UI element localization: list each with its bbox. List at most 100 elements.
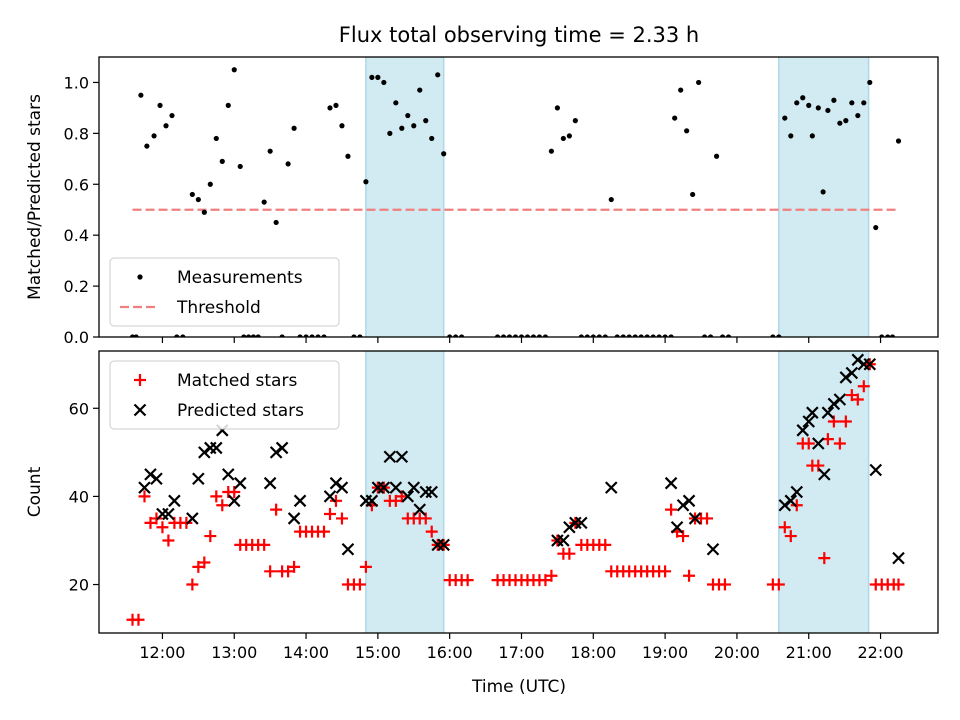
data-point bbox=[608, 196, 614, 203]
y-tick-label: 1.0 bbox=[64, 73, 89, 92]
data-point bbox=[796, 424, 810, 437]
data-point bbox=[216, 499, 229, 512]
data-point bbox=[192, 472, 205, 486]
data-point bbox=[132, 613, 145, 626]
data-point bbox=[873, 224, 879, 231]
data-point bbox=[150, 472, 163, 486]
data-point bbox=[790, 499, 803, 512]
data-point bbox=[163, 123, 169, 129]
legend-box bbox=[109, 360, 340, 430]
data-point bbox=[670, 520, 684, 534]
data-point bbox=[849, 100, 855, 106]
x-tick-label: 14:00 bbox=[283, 643, 329, 662]
data-point bbox=[778, 498, 792, 512]
plot-area bbox=[129, 57, 902, 337]
data-point bbox=[323, 508, 336, 521]
data-point bbox=[198, 556, 211, 569]
data-point bbox=[168, 494, 181, 508]
series-plus bbox=[126, 358, 905, 626]
data-point bbox=[144, 468, 157, 481]
data-point bbox=[333, 102, 339, 108]
data-point bbox=[264, 565, 277, 578]
data-point bbox=[869, 463, 883, 477]
panel-counts: 20 40 60 Count 12:00 13:00 14:00 15:00 16:00 17:0… bbox=[25, 350, 939, 662]
data-point bbox=[784, 494, 798, 508]
data-point bbox=[554, 105, 560, 111]
data-point bbox=[548, 148, 555, 154]
data-point bbox=[213, 135, 219, 142]
data-point bbox=[837, 120, 843, 126]
data-point bbox=[225, 102, 231, 108]
data-point bbox=[231, 67, 237, 73]
data-point bbox=[545, 569, 558, 582]
data-point bbox=[784, 530, 797, 543]
data-point bbox=[387, 130, 393, 136]
y-tick-label: 0.2 bbox=[64, 277, 89, 296]
data-point bbox=[676, 498, 690, 512]
data-point bbox=[818, 468, 831, 481]
data-point bbox=[429, 135, 435, 142]
data-point bbox=[672, 115, 678, 121]
data-point bbox=[327, 105, 333, 111]
data-point bbox=[806, 406, 819, 419]
legend-swatch bbox=[134, 374, 146, 386]
data-point bbox=[389, 481, 403, 494]
data-point bbox=[138, 481, 151, 494]
legend-label: Threshold bbox=[176, 298, 261, 318]
data-point bbox=[150, 512, 163, 525]
data-point bbox=[867, 79, 873, 86]
data-point bbox=[186, 578, 199, 591]
data-point bbox=[772, 578, 785, 591]
y-tick-label: 20 bbox=[69, 576, 89, 595]
legend-swatch bbox=[137, 274, 143, 280]
data-point bbox=[411, 123, 417, 129]
data-point bbox=[575, 516, 588, 530]
legend-label: Measurements bbox=[177, 268, 303, 288]
data-point bbox=[560, 135, 566, 142]
data-point bbox=[287, 512, 301, 525]
x-tick-label: 15:00 bbox=[355, 643, 401, 662]
legend-label: Predicted stars bbox=[177, 401, 304, 421]
data-point bbox=[204, 441, 217, 455]
data-point bbox=[329, 494, 342, 507]
x-tick-label: 19:00 bbox=[642, 643, 688, 662]
y-tick-label: 0.4 bbox=[64, 226, 89, 245]
data-point bbox=[892, 578, 905, 591]
chart-title: Flux total observing time = 2.33 h bbox=[339, 23, 699, 47]
data-point bbox=[818, 552, 831, 565]
data-point bbox=[204, 530, 217, 543]
y-tick-label: 0.8 bbox=[64, 124, 89, 143]
data-point bbox=[180, 516, 193, 529]
data-point bbox=[359, 560, 372, 573]
data-point bbox=[563, 547, 576, 560]
data-point bbox=[435, 72, 441, 78]
data-point bbox=[802, 437, 815, 450]
legend: Matched stars Predicted stars bbox=[109, 360, 340, 430]
data-point bbox=[407, 481, 421, 494]
y-axis-label: Matched/Predicted stars bbox=[25, 94, 45, 300]
data-point bbox=[604, 481, 618, 494]
data-point bbox=[794, 100, 800, 106]
data-point bbox=[353, 578, 366, 591]
data-point bbox=[895, 138, 902, 144]
data-point bbox=[395, 450, 409, 464]
data-point bbox=[800, 95, 806, 101]
data-point bbox=[701, 512, 714, 525]
data-point bbox=[861, 100, 867, 106]
data-point bbox=[363, 179, 369, 185]
panel-ratio: 0.0 0.2 0.4 0.6 0.8 1.0 Matched/Predicted star… bbox=[25, 56, 939, 347]
data-point bbox=[151, 133, 157, 139]
observing-span bbox=[365, 57, 444, 337]
legend-swatch bbox=[133, 403, 147, 417]
data-point bbox=[790, 485, 804, 499]
y-tick-label: 60 bbox=[69, 399, 89, 418]
data-point bbox=[237, 163, 243, 170]
axes-frame bbox=[98, 56, 939, 338]
data-point bbox=[318, 525, 331, 538]
data-point bbox=[201, 209, 207, 215]
data-point bbox=[186, 512, 199, 525]
data-point bbox=[138, 92, 144, 98]
data-point bbox=[809, 133, 815, 139]
data-point bbox=[221, 468, 235, 481]
data-point bbox=[329, 476, 343, 490]
